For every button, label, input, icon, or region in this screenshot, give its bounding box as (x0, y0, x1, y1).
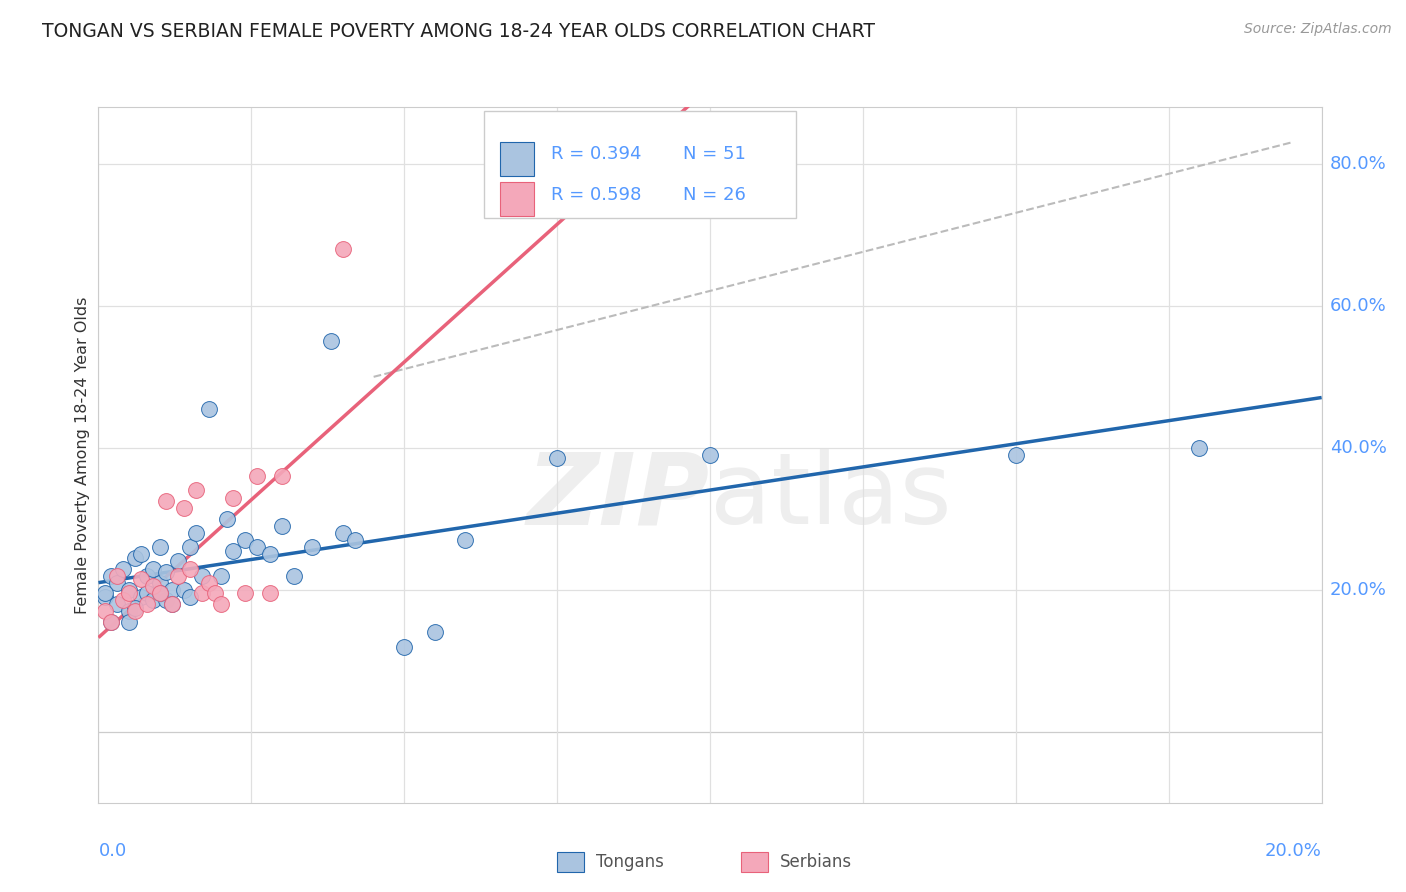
Point (179, 561, 201, 575)
Point (105, 575, 128, 590)
Point (344, 533, 367, 548)
Point (270, 519, 292, 533)
Point (233, 533, 256, 548)
Point (332, 242, 354, 256)
Point (222, 543, 245, 558)
Point (129, 590, 152, 604)
Point (149, 540, 172, 554)
Point (136, 597, 159, 611)
Point (100, 568, 122, 582)
Text: 80.0%: 80.0% (1330, 155, 1386, 173)
Point (149, 575, 172, 590)
Text: N = 26: N = 26 (683, 186, 747, 203)
Point (100, 615, 122, 629)
Text: R = 0.598: R = 0.598 (551, 186, 641, 203)
Point (186, 483, 208, 498)
Point (319, 334, 342, 349)
Point (546, 451, 568, 466)
Point (179, 540, 201, 554)
Point (215, 512, 238, 526)
Bar (741, 852, 768, 872)
Point (246, 540, 269, 554)
Point (124, 550, 146, 565)
Point (136, 586, 159, 600)
Text: ZIP: ZIP (527, 448, 710, 545)
FancyBboxPatch shape (484, 111, 796, 219)
Point (160, 582, 183, 597)
Point (204, 586, 226, 600)
Y-axis label: Female Poverty Among 18-24 Year Olds: Female Poverty Among 18-24 Year Olds (75, 296, 90, 614)
Text: atlas: atlas (710, 448, 952, 545)
Point (222, 491, 245, 505)
Text: Source: ZipAtlas.com: Source: ZipAtlas.com (1244, 22, 1392, 37)
Point (173, 582, 195, 597)
Text: TONGAN VS SERBIAN FEMALE POVERTY AMONG 18-24 YEAR OLDS CORRELATION CHART: TONGAN VS SERBIAN FEMALE POVERTY AMONG 1… (42, 22, 875, 41)
Point (105, 568, 128, 582)
Point (197, 575, 219, 590)
Point (454, 533, 477, 548)
Point (167, 554, 190, 568)
Point (149, 586, 172, 600)
Point (142, 561, 165, 575)
Text: Tongans: Tongans (596, 853, 664, 871)
Text: R = 0.394: R = 0.394 (551, 145, 641, 162)
Text: 40.0%: 40.0% (1330, 439, 1386, 457)
Point (283, 568, 305, 582)
Point (155, 593, 177, 607)
Point (186, 526, 208, 541)
Point (105, 597, 128, 611)
Point (179, 590, 201, 604)
Point (699, 448, 721, 462)
Point (246, 469, 269, 483)
Point (173, 501, 195, 516)
Text: 0.0: 0.0 (98, 842, 127, 860)
Point (93, 590, 115, 604)
Bar (557, 852, 583, 872)
Point (1004, 448, 1026, 462)
Point (392, 640, 416, 654)
Point (136, 568, 159, 582)
Text: N = 51: N = 51 (683, 145, 747, 162)
Point (155, 494, 177, 508)
Point (93, 604, 115, 618)
Point (111, 561, 134, 575)
Point (118, 615, 141, 629)
Point (1188, 441, 1211, 455)
Point (191, 568, 214, 582)
Text: Serbians: Serbians (780, 853, 852, 871)
Point (129, 547, 152, 561)
Point (142, 579, 165, 593)
Point (233, 586, 256, 600)
Point (142, 593, 165, 607)
Point (167, 568, 190, 582)
Point (100, 615, 122, 629)
Point (209, 568, 232, 582)
Point (124, 600, 146, 615)
Point (423, 625, 446, 640)
Point (149, 586, 172, 600)
Point (197, 401, 219, 416)
Point (209, 597, 232, 611)
Point (301, 540, 323, 554)
Point (270, 469, 292, 483)
Point (124, 604, 146, 618)
Bar (499, 182, 534, 217)
Point (111, 593, 134, 607)
Point (155, 565, 177, 579)
Text: 20.0%: 20.0% (1330, 581, 1386, 599)
Bar (499, 142, 534, 177)
Text: 20.0%: 20.0% (1265, 842, 1322, 860)
Point (118, 604, 141, 618)
Point (93, 586, 115, 600)
Point (259, 547, 281, 561)
Point (160, 597, 183, 611)
Text: 60.0%: 60.0% (1330, 297, 1386, 315)
Point (259, 586, 281, 600)
Point (160, 597, 183, 611)
Point (118, 586, 141, 600)
Point (332, 526, 354, 541)
Point (118, 582, 141, 597)
Point (129, 572, 152, 586)
Point (191, 586, 214, 600)
